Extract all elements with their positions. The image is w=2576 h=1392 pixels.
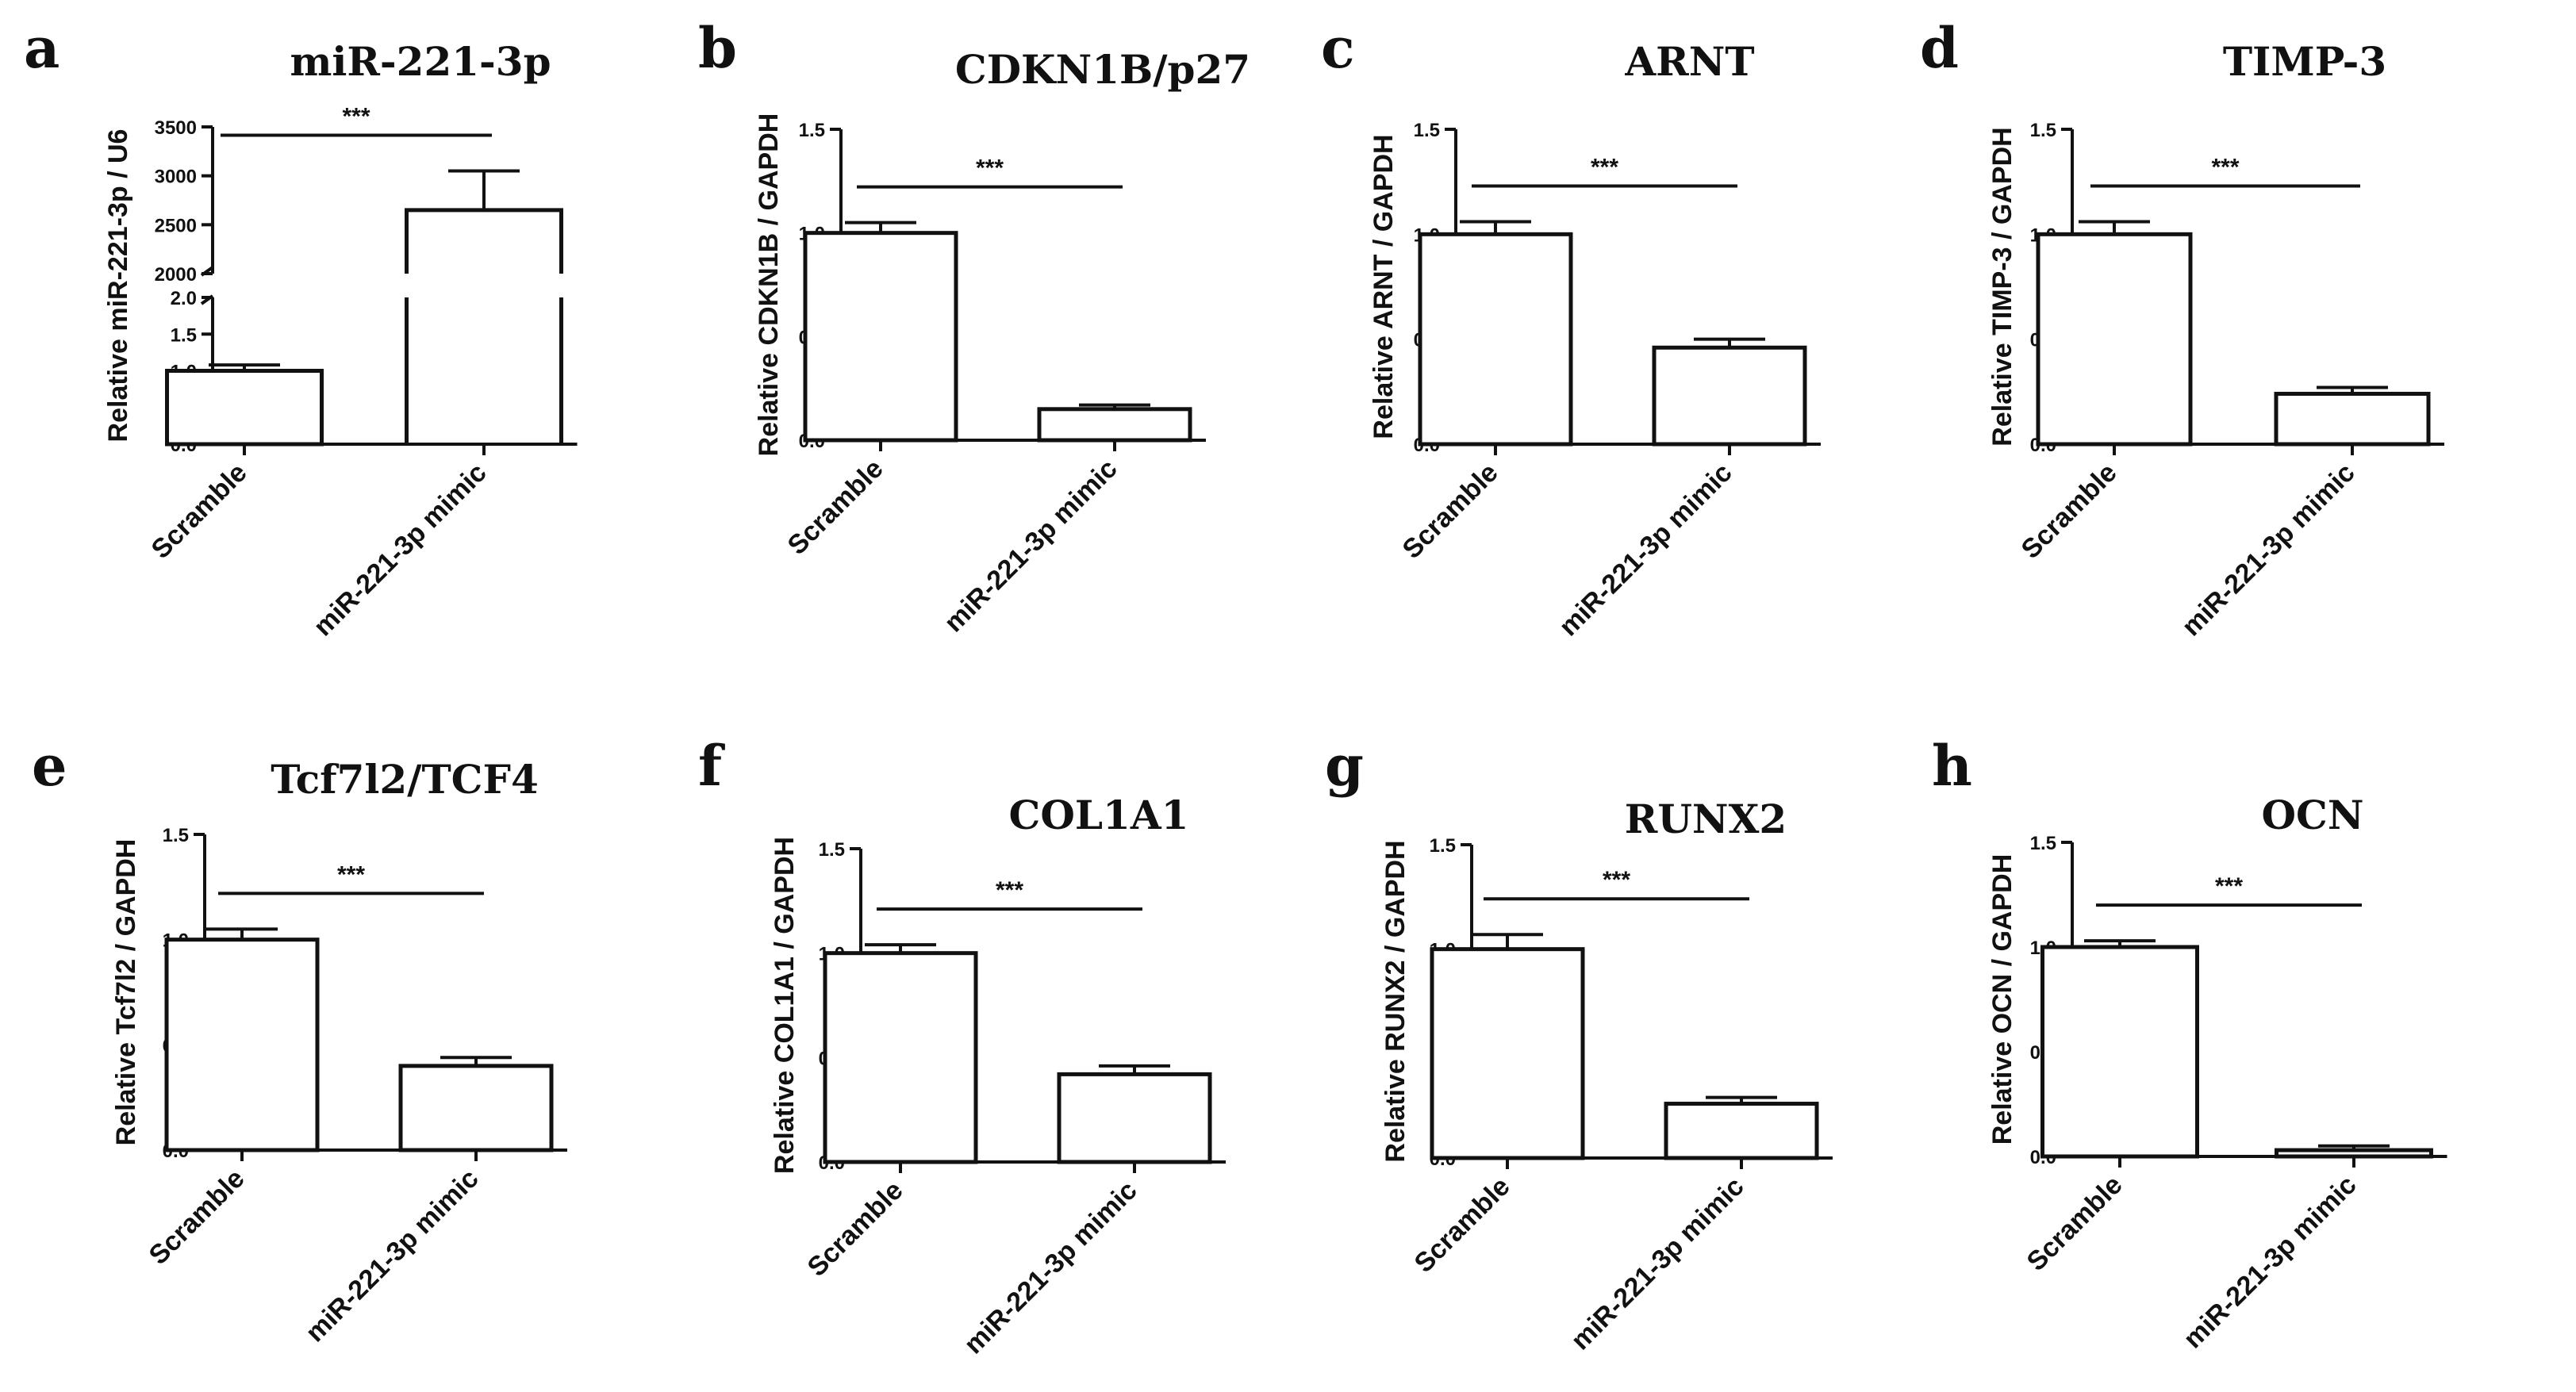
panel-letter: f — [698, 733, 725, 799]
y-axis-label: Relative miR-221-3p / U6 — [103, 129, 133, 443]
panel-title: Tcf7l2/TCF4 — [271, 756, 539, 803]
x-tick-label: miR-221-3p mimic — [300, 1164, 485, 1348]
bar — [803, 231, 958, 443]
panel-title: TIMP-3 — [2223, 38, 2386, 85]
bar — [2274, 391, 2431, 447]
y-tick-label: 1.5 — [799, 120, 825, 141]
y-axis-label: Relative COL1A1 / GAPDH — [770, 837, 800, 1174]
bar — [165, 369, 324, 447]
bar — [1057, 1072, 1212, 1164]
y-tick-label: 3500 — [155, 117, 197, 139]
x-tick-label: Scramble — [802, 1175, 909, 1283]
y-axis-label: Relative RUNX2 / GAPDH — [1380, 840, 1411, 1162]
bar — [1037, 407, 1192, 443]
y-axis-label: Relative Tcf7l2 / GAPDH — [111, 839, 141, 1146]
x-tick-label: miR-221-3p mimic — [1553, 458, 1738, 642]
y-tick-label: 2000 — [155, 264, 197, 286]
y-axis-label: Relative TIMP-3 / GAPDH — [1987, 127, 2017, 446]
y-tick-label: 1.5 — [163, 825, 189, 846]
panel-letter: d — [1920, 15, 1959, 81]
x-tick-label: miR-221-3p mimic — [939, 454, 1123, 638]
significance-label: *** — [337, 861, 365, 888]
panel-title: ARNT — [1624, 38, 1754, 85]
panel-letter: c — [1321, 15, 1355, 81]
x-tick-label: Scramble — [2021, 1170, 2129, 1277]
panel-letter: g — [1325, 733, 1364, 799]
x-tick-label: Scramble — [1397, 458, 1504, 565]
panel-title: RUNX2 — [1625, 796, 1787, 842]
x-tick-label: miR-221-3p mimic — [308, 458, 493, 642]
y-tick-label: 2500 — [155, 215, 197, 236]
panel-letter: e — [32, 733, 67, 799]
bar — [398, 1064, 554, 1152]
y-tick-label: 1.5 — [1414, 120, 1440, 141]
panel-letter: a — [24, 15, 60, 81]
x-tick-label: Scramble — [782, 454, 889, 561]
x-tick-label: Scramble — [146, 458, 253, 565]
bar — [2275, 1148, 2433, 1159]
bar — [823, 951, 978, 1164]
x-tick-label: Scramble — [2016, 458, 2123, 565]
bar — [1418, 232, 1573, 447]
bar-lower-part — [405, 297, 563, 444]
significance-label: *** — [2211, 154, 2239, 180]
significance-label: *** — [976, 155, 1004, 182]
significance-label: *** — [1603, 867, 1630, 893]
y-tick-label: 1.5 — [1430, 835, 1456, 857]
x-tick-label: miR-221-3p mimic — [2178, 1170, 2363, 1355]
bar — [1430, 947, 1585, 1160]
panel-title: CDKN1B/p27 — [955, 46, 1250, 93]
y-axis-label: Relative ARNT / GAPDH — [1369, 134, 1399, 439]
panel-letter: b — [698, 15, 737, 81]
panel-title: miR-221-3p — [290, 38, 551, 85]
y-tick-label: 3000 — [155, 167, 197, 188]
x-tick-label: miR-221-3p mimic — [1565, 1172, 1750, 1356]
y-axis-label: Relative CDKN1B / GAPDH — [754, 113, 784, 457]
x-tick-label: Scramble — [144, 1164, 251, 1271]
bar — [164, 938, 320, 1152]
x-tick-label: Scramble — [1409, 1172, 1516, 1279]
bar — [1664, 1102, 1819, 1160]
y-axis-label: Relative OCN / GAPDH — [1987, 854, 2017, 1145]
significance-label: *** — [996, 877, 1023, 903]
y-tick-label: 1.5 — [2030, 120, 2056, 141]
y-tick-label: 1.5 — [171, 324, 197, 346]
x-tick-label: miR-221-3p mimic — [2176, 458, 2361, 642]
significance-label: *** — [342, 104, 370, 130]
panel-title: OCN — [2261, 792, 2363, 838]
y-tick-label: 1.5 — [2030, 833, 2056, 854]
panel-title: COL1A1 — [1009, 792, 1189, 838]
x-tick-label: miR-221-3p mimic — [958, 1175, 1143, 1360]
significance-label: *** — [2215, 873, 2243, 899]
bar — [2040, 945, 2199, 1159]
y-tick-label: 2.0 — [171, 288, 197, 309]
significance-label: *** — [1591, 154, 1618, 180]
bar — [2036, 232, 2193, 447]
bar — [405, 208, 563, 274]
y-tick-label: 1.5 — [819, 839, 845, 861]
bar — [1652, 345, 1807, 447]
panel-letter: h — [1932, 733, 1972, 799]
